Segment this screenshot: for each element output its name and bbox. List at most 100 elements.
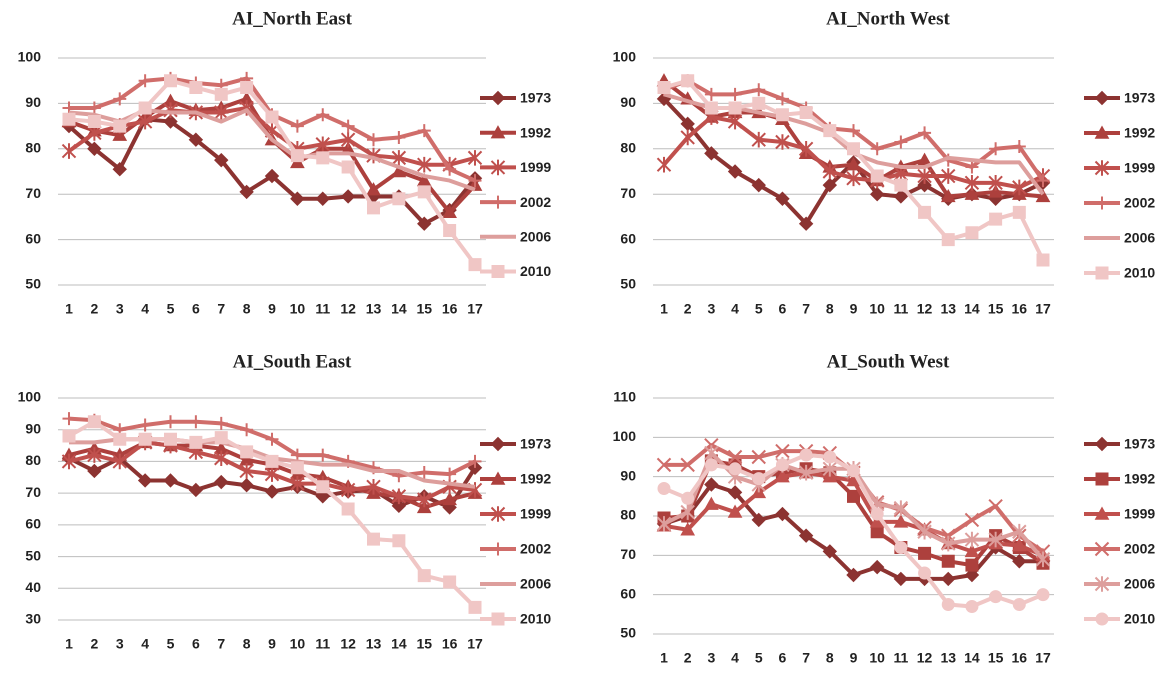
data-point: [847, 124, 860, 138]
data-point: [316, 151, 330, 165]
x-tick-label: 12: [917, 650, 933, 666]
legend-marker: [1094, 541, 1110, 557]
data-point: [316, 108, 330, 122]
x-tick-label: 7: [217, 636, 225, 652]
data-point: [214, 416, 228, 430]
data-point: [847, 489, 860, 503]
data-point: [87, 447, 102, 463]
data-point: [239, 478, 254, 493]
data-point: [367, 201, 380, 215]
y-tick-label: 90: [25, 94, 41, 110]
x-tick-label: 6: [779, 650, 787, 666]
x-tick-label: 10: [869, 650, 885, 666]
x-tick-label: 13: [940, 650, 956, 666]
data-point: [417, 156, 432, 173]
data-point: [366, 182, 381, 196]
x-tick-label: 14: [964, 301, 980, 317]
legend-label: 2006: [520, 229, 551, 245]
x-tick-label: 9: [268, 301, 276, 317]
y-tick-label: 80: [620, 140, 636, 156]
data-point: [61, 453, 77, 470]
data-point: [941, 168, 956, 184]
data-point: [752, 96, 766, 110]
data-point: [138, 74, 152, 88]
data-point: [846, 567, 861, 583]
y-tick-label: 80: [25, 140, 41, 156]
data-point: [1036, 588, 1050, 602]
data-point: [1012, 205, 1026, 219]
x-tick-label: 4: [731, 650, 739, 666]
data-point: [214, 87, 228, 101]
data-point: [417, 185, 431, 199]
x-tick-label: 7: [217, 301, 225, 317]
data-point: [443, 224, 457, 238]
legend-marker: [491, 612, 505, 626]
legend-marker: [1094, 576, 1110, 592]
data-point: [264, 466, 280, 482]
legend-marker: [490, 471, 506, 485]
data-point: [391, 150, 407, 166]
x-tick-label: 14: [391, 636, 407, 652]
data-point: [728, 462, 742, 476]
x-tick-label: 13: [366, 301, 382, 317]
x-tick-label: 6: [779, 301, 787, 317]
legend-marker: [1094, 160, 1110, 176]
chart-title: AI_South East: [233, 351, 352, 372]
data-point: [61, 143, 77, 159]
data-point: [341, 502, 355, 516]
data-point: [941, 535, 956, 552]
y-tick-label: 60: [25, 516, 41, 532]
data-point: [894, 178, 908, 192]
data-point: [391, 498, 407, 514]
data-point: [189, 415, 203, 429]
data-point: [822, 163, 838, 180]
y-tick-label: 30: [25, 611, 41, 627]
data-point: [775, 443, 790, 459]
data-point: [964, 531, 980, 548]
y-tick-label: 50: [25, 276, 41, 292]
data-point: [775, 506, 790, 522]
x-tick-label: 12: [917, 301, 933, 317]
data-point: [964, 567, 980, 583]
legend-marker: [490, 506, 506, 522]
x-tick-label: 2: [90, 301, 98, 317]
data-point: [869, 559, 885, 575]
y-tick-label: 70: [620, 546, 636, 562]
data-point: [188, 482, 204, 498]
data-point: [87, 101, 101, 115]
data-point: [894, 540, 908, 554]
data-point: [681, 491, 695, 505]
y-tick-label: 60: [620, 585, 636, 601]
data-point: [188, 132, 204, 147]
data-point: [775, 92, 789, 106]
x-tick-label: 5: [167, 301, 175, 317]
data-point: [965, 226, 979, 240]
data-point: [341, 119, 355, 133]
data-point: [728, 101, 742, 115]
data-point: [315, 191, 330, 206]
x-tick-label: 9: [850, 650, 858, 666]
data-point: [239, 184, 254, 200]
legend-marker: [490, 90, 506, 106]
data-point: [870, 507, 884, 521]
legend-label: 2002: [520, 541, 551, 557]
data-point: [918, 205, 932, 219]
data-point: [917, 168, 932, 184]
x-tick-label: 4: [141, 301, 149, 317]
data-point: [87, 463, 102, 479]
data-point: [893, 500, 909, 516]
data-point: [112, 162, 127, 177]
data-point: [941, 554, 955, 568]
x-tick-label: 2: [90, 636, 98, 652]
data-point: [823, 124, 837, 138]
x-tick-label: 2: [684, 301, 692, 317]
data-point: [894, 135, 908, 149]
data-point: [752, 472, 766, 486]
data-point: [62, 101, 76, 115]
y-tick-label: 110: [613, 389, 636, 405]
x-tick-label: 3: [707, 301, 715, 317]
legend-label: 1973: [1124, 90, 1155, 106]
